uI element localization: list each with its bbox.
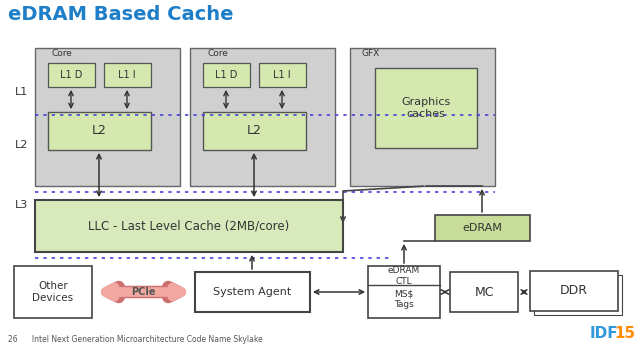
Text: PCIe: PCIe	[131, 287, 156, 297]
Text: L2: L2	[92, 125, 106, 138]
Bar	[450, 272, 518, 312]
Text: 15: 15	[614, 326, 635, 341]
Bar	[14, 266, 92, 318]
Text: L3: L3	[15, 200, 29, 210]
Text: Graphics
caches: Graphics caches	[401, 97, 451, 119]
Text: eDRAM Based Cache: eDRAM Based Cache	[8, 5, 234, 24]
Text: L1 D: L1 D	[215, 70, 237, 80]
Bar	[368, 266, 440, 318]
Text: Other
Devices: Other Devices	[33, 281, 74, 303]
Text: IDF: IDF	[590, 326, 619, 341]
Text: L2: L2	[15, 140, 29, 150]
Text: L1: L1	[15, 87, 29, 97]
Bar	[35, 200, 343, 252]
Bar	[48, 112, 151, 150]
Bar	[534, 275, 622, 315]
Bar	[203, 112, 306, 150]
Text: L1 D: L1 D	[60, 70, 82, 80]
Text: Core: Core	[207, 50, 228, 58]
Text: LLC - Last Level Cache (2MB/core): LLC - Last Level Cache (2MB/core)	[88, 220, 290, 233]
Text: MC: MC	[474, 285, 493, 298]
Bar	[203, 63, 250, 87]
Bar	[104, 63, 151, 87]
Text: L1 I: L1 I	[273, 70, 291, 80]
Text: MS$
Tags: MS$ Tags	[394, 289, 414, 309]
Text: GFX: GFX	[362, 50, 380, 58]
Text: 26      Intel Next Generation Microarchitecture Code Name Skylake: 26 Intel Next Generation Microarchitectu…	[8, 335, 263, 344]
Text: System Agent: System Agent	[213, 287, 291, 297]
Bar	[259, 63, 306, 87]
Bar	[435, 215, 530, 241]
Text: eDRAM: eDRAM	[462, 223, 502, 233]
Bar	[190, 48, 335, 186]
Text: L2: L2	[246, 125, 261, 138]
Bar	[195, 272, 310, 312]
Text: DDR: DDR	[560, 284, 588, 297]
Bar	[530, 271, 618, 311]
Bar	[350, 48, 495, 186]
Bar	[48, 63, 95, 87]
Text: eDRAM
CTL: eDRAM CTL	[388, 266, 420, 286]
Text: L1 I: L1 I	[118, 70, 136, 80]
Bar	[35, 48, 180, 186]
Text: Core: Core	[52, 50, 73, 58]
Bar	[375, 68, 477, 148]
